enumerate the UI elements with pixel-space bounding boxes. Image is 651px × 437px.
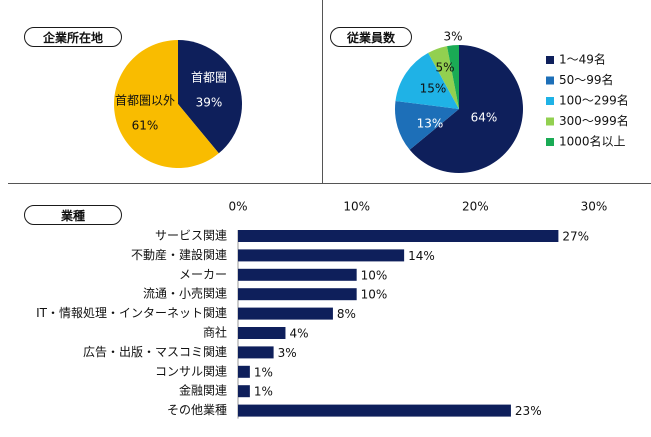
bar-industry-6 — [238, 346, 274, 359]
bar-industry-0 — [238, 230, 559, 242]
bar-value-label-5: 4% — [289, 327, 308, 341]
bar-industry-8 — [238, 385, 250, 398]
x-tick-label-0: 0% — [228, 200, 247, 214]
legend-label-employees-1: 50〜99名 — [559, 72, 614, 87]
industry-chart-title: 業種 — [24, 205, 122, 225]
bar-value-label-2: 10% — [361, 268, 388, 282]
pie-value-employees-1: 13% — [417, 117, 444, 131]
bar-value-label-3: 10% — [361, 288, 388, 302]
pie-value-employees-4: 3% — [443, 30, 462, 44]
bar-value-label-8: 1% — [254, 385, 273, 399]
pie-value-employees-2: 15% — [420, 82, 447, 96]
bar-industry-9 — [238, 404, 511, 417]
bar-industry-3 — [238, 288, 357, 301]
category-label-2: メーカー — [179, 267, 227, 281]
legend-swatch-employees-0 — [546, 56, 554, 64]
pie-value-employees-3: 5% — [435, 61, 454, 75]
bar-industry-7 — [238, 365, 250, 378]
bar-industry-1 — [238, 249, 405, 262]
vertical-divider — [322, 0, 323, 183]
bar-industry-5 — [238, 327, 286, 339]
bar-value-label-6: 3% — [278, 346, 297, 360]
bar-value-label-9: 23% — [515, 404, 542, 418]
pie-value-location-0: 39% — [196, 96, 223, 110]
category-label-9: その他業種 — [167, 403, 227, 417]
pie-slice-employees-2 — [395, 52, 459, 109]
legend-label-employees-4: 1000名以上 — [559, 134, 626, 149]
pie-slice-location-0 — [178, 40, 243, 154]
category-label-8: 金融関連 — [179, 383, 227, 398]
bar-industry-4 — [238, 307, 333, 320]
pie-slice-employees-4 — [447, 44, 459, 109]
pie-slice-employees-1 — [394, 100, 459, 150]
bar-industry-2 — [238, 268, 357, 281]
bar-value-label-7: 1% — [254, 365, 273, 379]
legend-label-employees-2: 100〜299名 — [559, 93, 629, 108]
pie-label-location-1: 首都圏以外 — [115, 94, 175, 108]
location-chart-title: 企業所在地 — [24, 27, 122, 47]
category-label-3: 流通・小売関連 — [143, 286, 227, 301]
bar-value-label-0: 27% — [562, 230, 589, 244]
pie-value-location-1: 61% — [132, 119, 159, 133]
category-label-6: 広告・出版・マスコミ関連 — [83, 345, 227, 359]
legend-label-employees-0: 1〜49名 — [559, 52, 606, 67]
pie-slice-employees-3 — [428, 46, 459, 109]
legend-swatch-employees-2 — [546, 97, 554, 105]
pie-slice-location-1 — [114, 40, 219, 168]
category-label-1: 不動産・建設関連 — [131, 247, 227, 262]
legend-swatch-employees-3 — [546, 117, 554, 126]
horizontal-divider — [8, 183, 651, 184]
x-tick-label-1: 10% — [343, 200, 370, 214]
pie-slice-employees-0 — [409, 45, 523, 173]
x-tick-label-2: 20% — [462, 200, 489, 214]
pie-label-location-0: 首都圏 — [191, 71, 227, 85]
legend-swatch-employees-4 — [546, 138, 554, 146]
category-label-7: コンサル関連 — [155, 364, 227, 378]
bar-value-label-4: 8% — [337, 307, 356, 321]
legend-swatch-employees-1 — [546, 76, 554, 85]
category-label-4: IT・情報処理・インターネット関連 — [36, 306, 227, 320]
category-label-5: 商社 — [203, 325, 227, 340]
employees-chart-title: 従業員数 — [330, 27, 412, 47]
pie-value-employees-0: 64% — [471, 111, 498, 125]
x-tick-label-3: 30% — [581, 200, 608, 214]
bar-value-label-1: 14% — [408, 249, 435, 263]
legend-label-employees-3: 300〜999名 — [559, 113, 629, 128]
category-label-0: サービス関連 — [155, 229, 227, 243]
